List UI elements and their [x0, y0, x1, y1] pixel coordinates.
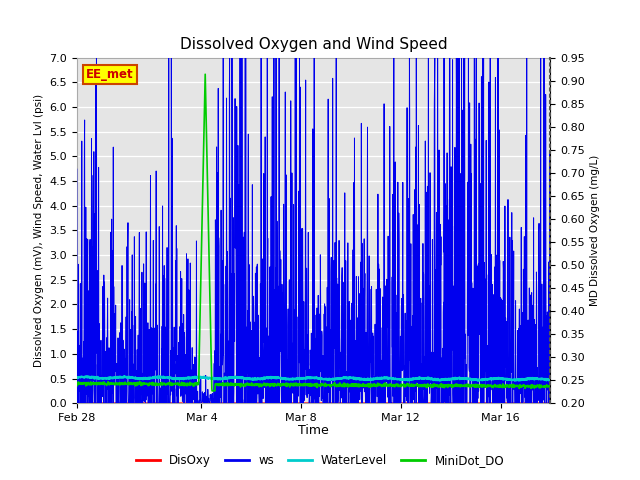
Text: EE_met: EE_met	[86, 68, 134, 81]
X-axis label: Time: Time	[298, 424, 329, 437]
Y-axis label: Dissolved Oxygen (mV), Wind Speed, Water Lvl (psi): Dissolved Oxygen (mV), Wind Speed, Water…	[34, 94, 44, 367]
Y-axis label: MD Dissolved Oxygen (mg/L): MD Dissolved Oxygen (mg/L)	[591, 155, 600, 306]
Legend: DisOxy, ws, WaterLevel, MiniDot_DO: DisOxy, ws, WaterLevel, MiniDot_DO	[131, 449, 509, 472]
Title: Dissolved Oxygen and Wind Speed: Dissolved Oxygen and Wind Speed	[180, 37, 447, 52]
